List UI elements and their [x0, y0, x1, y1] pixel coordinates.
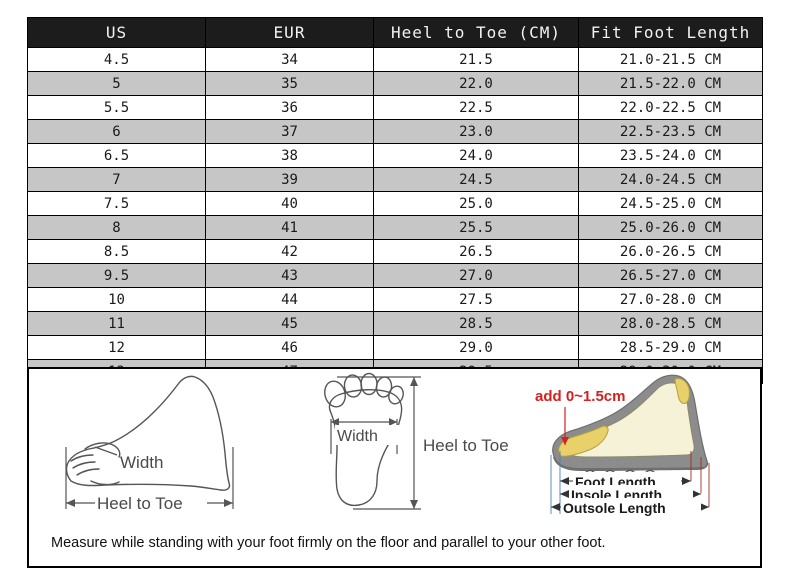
cell-heel-to-toe: 22.0 [373, 71, 579, 96]
cell-eur: 46 [205, 335, 374, 360]
cell-us: 10 [27, 287, 206, 312]
cell-eur: 34 [205, 47, 374, 72]
cell-eur: 43 [205, 263, 374, 288]
table-row: 11 45 28.5 28.0-28.5 CM [27, 311, 763, 336]
cell-eur: 38 [205, 143, 374, 168]
footprint-width-label: Width [337, 428, 378, 445]
table-row: 6.5 38 24.0 23.5-24.0 CM [27, 143, 763, 168]
cell-heel-to-toe: 29.0 [373, 335, 579, 360]
cell-us: 9.5 [27, 263, 206, 288]
cell-eur: 35 [205, 71, 374, 96]
foot-end-guide [690, 451, 710, 507]
cell-fit-foot-length: 22.5-23.5 CM [578, 119, 763, 144]
cell-heel-to-toe: 22.5 [373, 95, 579, 120]
shoe-cross-section-diagram: add 0~1.5cm [529, 369, 759, 519]
column-header-us: US [27, 17, 206, 48]
cell-us: 7 [27, 167, 206, 192]
table-header: US EUR Heel to Toe (CM) Fit Foot Length [27, 17, 763, 48]
cell-heel-to-toe: 26.5 [373, 239, 579, 264]
cell-heel-to-toe: 24.5 [373, 167, 579, 192]
table-row: 5 35 22.0 21.5-22.0 CM [27, 71, 763, 96]
table-row: 10 44 27.5 27.0-28.0 CM [27, 287, 763, 312]
cell-heel-to-toe: 24.0 [373, 143, 579, 168]
cell-us: 7.5 [27, 191, 206, 216]
cell-us: 8.5 [27, 239, 206, 264]
outsole-length-label: Outsole Length [563, 500, 666, 516]
size-table-container: US EUR Heel to Toe (CM) Fit Foot Length … [27, 17, 763, 384]
cell-eur: 45 [205, 311, 374, 336]
cell-fit-foot-length: 21.5-22.0 CM [578, 71, 763, 96]
cell-fit-foot-length: 22.0-22.5 CM [578, 95, 763, 120]
add-allowance-pointer [561, 407, 569, 445]
table-row: 7.5 40 25.0 24.5-25.0 CM [27, 191, 763, 216]
cell-eur: 36 [205, 95, 374, 120]
cell-heel-to-toe: 27.5 [373, 287, 579, 312]
cell-us: 6 [27, 119, 206, 144]
table-row: 5.5 36 22.5 22.0-22.5 CM [27, 95, 763, 120]
column-header-eur: EUR [205, 17, 374, 48]
cell-us: 6.5 [27, 143, 206, 168]
foot-side-view-diagram: Width Heel to Toe [33, 369, 291, 519]
table-row: 8 41 25.5 25.0-26.0 CM [27, 215, 763, 240]
cell-heel-to-toe: 27.0 [373, 263, 579, 288]
cell-eur: 41 [205, 215, 374, 240]
column-header-heel-to-toe: Heel to Toe (CM) [373, 17, 579, 48]
cell-us: 11 [27, 311, 206, 336]
heel-to-toe-indicator-footprint [337, 376, 421, 510]
cell-us: 12 [27, 335, 206, 360]
cell-heel-to-toe: 23.0 [373, 119, 579, 144]
cell-eur: 37 [205, 119, 374, 144]
heel-collar-shape [674, 378, 690, 404]
header-row: US EUR Heel to Toe (CM) Fit Foot Length [27, 17, 763, 48]
diagrams-row: Width Heel to Toe [29, 369, 760, 519]
cell-us: 8 [27, 215, 206, 240]
cell-fit-foot-length: 27.0-28.0 CM [578, 287, 763, 312]
cell-heel-to-toe: 28.5 [373, 311, 579, 336]
cell-heel-to-toe: 21.5 [373, 47, 579, 72]
outsole-shape [553, 457, 708, 471]
side-view-length-label: Heel to Toe [97, 494, 183, 513]
caption-bar: Measure while standing with your foot fi… [29, 519, 760, 567]
toe-allowance-shape [558, 425, 609, 457]
table-row: 7 39 24.5 24.0-24.5 CM [27, 167, 763, 192]
table-row: 9.5 43 27.0 26.5-27.0 CM [27, 263, 763, 288]
foot-side-outline [65, 375, 231, 491]
cell-us: 5 [27, 71, 206, 96]
cell-eur: 40 [205, 191, 374, 216]
table-row: 4.5 34 21.5 21.0-21.5 CM [27, 47, 763, 72]
cell-fit-foot-length: 24.0-24.5 CM [578, 167, 763, 192]
cell-us: 5.5 [27, 95, 206, 120]
footprint-diagram: Width Heel to Toe [297, 369, 529, 519]
column-header-fit-foot-length: Fit Foot Length [578, 17, 763, 48]
cell-heel-to-toe: 25.0 [373, 191, 579, 216]
table-row: 8.5 42 26.5 26.0-26.5 CM [27, 239, 763, 264]
cell-fit-foot-length: 28.5-29.0 CM [578, 335, 763, 360]
shoe-size-table: US EUR Heel to Toe (CM) Fit Foot Length … [27, 17, 763, 384]
measurement-diagram-panel: Width Heel to Toe [27, 367, 762, 568]
table-row: 6 37 23.0 22.5-23.5 CM [27, 119, 763, 144]
table-body: 4.5 34 21.5 21.0-21.5 CM 5 35 22.0 21.5-22.0 CM… [27, 47, 763, 384]
cell-fit-foot-length: 21.0-21.5 CM [578, 47, 763, 72]
width-indicator-side [94, 446, 118, 456]
cell-eur: 39 [205, 167, 374, 192]
cell-us: 4.5 [27, 47, 206, 72]
cell-fit-foot-length: 25.0-26.0 CM [578, 215, 763, 240]
cell-fit-foot-length: 23.5-24.0 CM [578, 143, 763, 168]
cell-eur: 44 [205, 287, 374, 312]
cell-eur: 42 [205, 239, 374, 264]
cell-fit-foot-length: 24.5-25.0 CM [578, 191, 763, 216]
footprint-outline [324, 372, 404, 507]
add-allowance-label: add 0~1.5cm [535, 388, 625, 405]
cell-heel-to-toe: 25.5 [373, 215, 579, 240]
footprint-length-label: Heel to Toe [423, 436, 509, 455]
table-row: 12 46 29.0 28.5-29.0 CM [27, 335, 763, 360]
cell-fit-foot-length: 26.0-26.5 CM [578, 239, 763, 264]
cell-fit-foot-length: 26.5-27.0 CM [578, 263, 763, 288]
side-view-width-label: Width [120, 453, 163, 472]
measure-instruction-text: Measure while standing with your foot fi… [51, 535, 606, 551]
cell-fit-foot-length: 28.0-28.5 CM [578, 311, 763, 336]
